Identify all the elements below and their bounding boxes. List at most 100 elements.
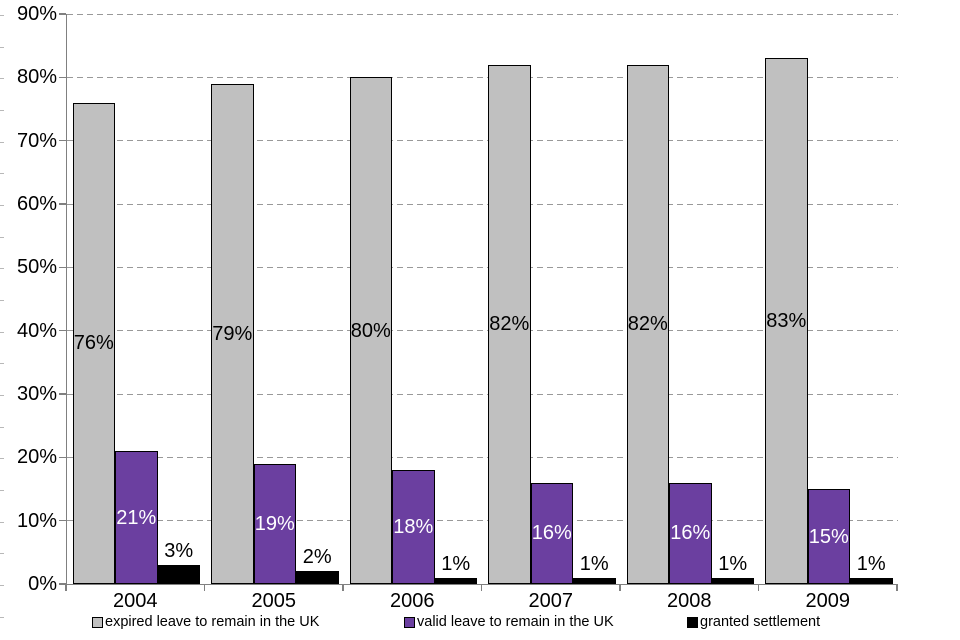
- x-axis-label-2006: 2006: [390, 590, 435, 612]
- bar-value-label-series2-2009: 1%: [856, 552, 886, 575]
- gridline-10: [67, 520, 898, 522]
- bar-value-label-series0-2006: 80%: [350, 319, 391, 342]
- bar-value-label-series1-2009: 15%: [808, 525, 849, 548]
- left-edge-minor-tick: [0, 426, 4, 428]
- y-axis-tick-60: [59, 203, 66, 205]
- bar-value-label-series1-2007: 16%: [531, 522, 572, 545]
- bar-series2-2004: [157, 565, 200, 584]
- left-edge-minor-tick: [0, 585, 4, 587]
- bar-value-label-series2-2005: 2%: [302, 546, 332, 569]
- bar-value-label-series1-2008: 16%: [670, 522, 711, 545]
- bar-value-label-series2-2006: 1%: [441, 552, 471, 575]
- bar-value-label-series0-2005: 79%: [212, 322, 253, 345]
- left-edge-minor-tick: [0, 236, 4, 238]
- x-axis-label-2004: 2004: [113, 590, 158, 612]
- y-axis-label-60: 60%: [16, 193, 57, 215]
- left-edge-minor-tick: [0, 458, 4, 460]
- x-axis-tick-4: [619, 584, 621, 591]
- y-axis-tick-20: [59, 456, 66, 459]
- bar-series1-2007: [530, 482, 573, 584]
- bar-value-label-series0-2004: 76%: [73, 332, 114, 355]
- y-axis-label-50: 50%: [16, 256, 57, 279]
- left-edge-minor-tick: [0, 141, 4, 143]
- x-axis-label-2009: 2009: [805, 590, 851, 612]
- bar-series0-2008: [626, 64, 669, 584]
- bar-value-label-series0-2008: 82%: [627, 313, 668, 336]
- gridline-40: [67, 330, 898, 332]
- left-edge-minor-tick: [0, 521, 4, 523]
- left-edge-minor-tick: [0, 205, 4, 207]
- y-axis-label-90: 90%: [16, 3, 57, 25]
- bar-value-label-series2-2007: 1%: [579, 552, 609, 575]
- bar-series0-2009: [765, 58, 808, 584]
- bar-series2-2009: [850, 577, 893, 584]
- gridline-20: [67, 456, 898, 458]
- bar-series0-2006: [349, 77, 392, 584]
- x-axis-label-2005: 2005: [251, 590, 297, 612]
- legend-swatch-valid-leave: [404, 617, 415, 628]
- x-axis-tick-3: [480, 584, 483, 591]
- y-axis-tick-90: [59, 13, 66, 15]
- bar-series2-2007: [573, 577, 616, 584]
- bar-value-label-series1-2004: 21%: [116, 506, 157, 529]
- left-edge-minor-tick: [0, 46, 4, 48]
- bar-value-label-series2-2008: 1%: [718, 552, 748, 575]
- bar-series2-2005: [296, 571, 339, 584]
- y-axis-label-40: 40%: [16, 319, 57, 342]
- left-edge-minor-tick: [0, 268, 4, 270]
- y-axis-tick-70: [59, 139, 66, 142]
- left-edge-minor-tick: [0, 78, 4, 80]
- bar-value-label-series1-2006: 18%: [393, 516, 434, 538]
- gridline-50: [67, 266, 898, 268]
- y-axis-label-30: 30%: [16, 383, 57, 405]
- y-axis-tick-50: [59, 266, 66, 269]
- bar-value-label-series2-2004: 3%: [164, 540, 194, 562]
- left-edge-minor-tick: [0, 173, 4, 175]
- y-axis-label-10: 10%: [16, 509, 57, 532]
- left-edge-minor-tick: [0, 616, 4, 618]
- legend-item-expired-leave: expired leave to remain in the UK: [92, 613, 319, 632]
- left-edge-minor-tick: [0, 331, 4, 333]
- legend-label-valid-leave: valid leave to remain in the UK: [417, 614, 614, 630]
- gridline-80: [67, 76, 898, 78]
- left-edge-minor-tick: [0, 553, 4, 555]
- y-axis-tick-40: [59, 329, 66, 332]
- gridline-30: [67, 393, 898, 395]
- x-axis-tick-6: [896, 584, 898, 591]
- left-edge-minor-tick: [0, 490, 4, 492]
- x-axis-label-2007: 2007: [528, 590, 574, 612]
- bar-value-label-series0-2007: 82%: [489, 313, 530, 336]
- gridline-90: [67, 13, 898, 15]
- bar-series2-2006: [434, 577, 477, 584]
- x-axis-label-2008: 2008: [667, 590, 712, 612]
- bar-series1-2004: [115, 451, 158, 584]
- y-axis-tick-30: [59, 393, 66, 395]
- bar-series2-2008: [711, 577, 754, 584]
- bar-series0-2005: [211, 83, 254, 584]
- left-edge-minor-tick: [0, 300, 4, 302]
- legend-item-granted-settlement: granted settlement: [687, 613, 820, 632]
- y-axis-label-0: 0%: [28, 573, 57, 595]
- x-axis-tick-2: [342, 584, 344, 591]
- legend-swatch-expired-leave: [92, 617, 103, 628]
- bar-series1-2009: [807, 489, 850, 584]
- bar-value-label-series0-2009: 83%: [766, 310, 807, 333]
- left-edge-minor-tick: [0, 15, 4, 16]
- left-edge-minor-tick: [0, 363, 4, 365]
- y-axis-label-20: 20%: [16, 446, 57, 469]
- bar-series0-2007: [488, 64, 531, 584]
- x-axis-tick-5: [757, 584, 760, 591]
- bar-series1-2006: [392, 470, 435, 584]
- gridline-60: [67, 203, 898, 205]
- bar-series1-2005: [253, 463, 296, 584]
- bar-value-label-series1-2005: 19%: [254, 512, 295, 535]
- legend-item-valid-leave: valid leave to remain in the UK: [404, 613, 614, 632]
- legend-label-granted-settlement: granted settlement: [700, 614, 821, 630]
- plot-area: 76% 21% 3% 79% 19% 2% 80% 18% 1% 82% 16% 1% 82% 16% 1%…: [66, 13, 898, 585]
- left-edge-minor-tick: [0, 110, 4, 111]
- y-axis-label-70: 70%: [16, 129, 57, 152]
- gridline-70: [67, 140, 898, 142]
- x-axis-tick-1: [203, 584, 206, 591]
- y-axis-tick-10: [59, 519, 66, 522]
